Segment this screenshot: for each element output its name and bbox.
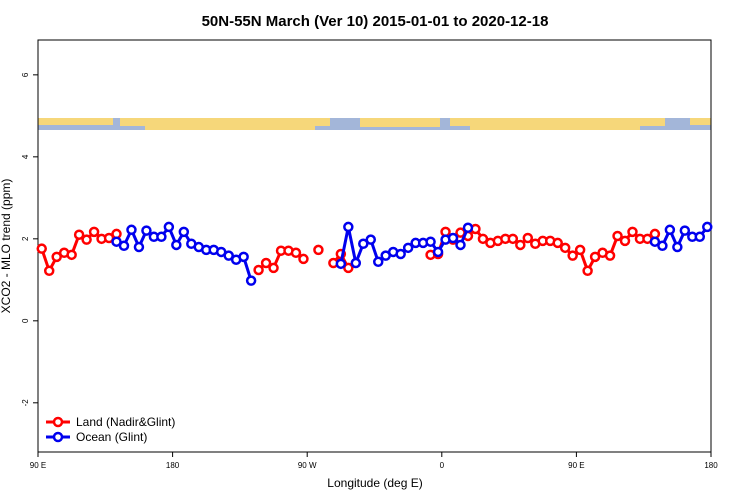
data-point: [702, 221, 713, 233]
y-axis-label: XCO2 - MLO trend (ppm): [0, 179, 13, 314]
data-point: [672, 241, 683, 253]
data-point: [260, 257, 272, 269]
land-ocean-band: [38, 118, 711, 130]
data-point: [126, 224, 137, 236]
data-point: [111, 236, 122, 247]
data-point: [694, 231, 706, 243]
data-point: [559, 242, 571, 254]
data-point: [402, 242, 414, 254]
data-point: [178, 226, 190, 238]
data-point: [432, 246, 444, 258]
data-point: [425, 236, 436, 247]
x-tick-label: 0: [440, 461, 445, 470]
data-point: [567, 250, 578, 261]
data-point: [290, 247, 302, 259]
y-tick-label: 4: [21, 154, 30, 159]
data-point: [238, 251, 249, 263]
data-point: [664, 224, 676, 236]
data-point: [118, 240, 130, 252]
data-point: [343, 221, 354, 233]
data-point: [73, 229, 85, 240]
data-point: [163, 221, 175, 233]
data-point: [81, 234, 92, 245]
data-point: [156, 231, 167, 243]
data-point: [612, 230, 623, 242]
data-point: [619, 235, 631, 247]
data-point: [582, 265, 593, 277]
data-point: [358, 238, 369, 249]
legend-label: Land (Nadir&Glint): [76, 415, 175, 429]
data-point: [552, 237, 563, 249]
data-point: [395, 248, 406, 260]
data-point: [447, 232, 459, 244]
data-point: [313, 244, 324, 256]
data-point: [141, 225, 152, 236]
data-point: [365, 234, 377, 245]
data-point: [350, 257, 362, 269]
data-point: [627, 226, 638, 238]
y-tick-label: 6: [21, 72, 30, 77]
data-point: [43, 265, 55, 277]
legend-label: Ocean (Glint): [76, 430, 147, 444]
data-point: [507, 233, 519, 245]
data-point: [253, 264, 264, 276]
y-tick-label: -2: [21, 399, 30, 407]
data-point: [649, 236, 661, 247]
data-point: [574, 244, 586, 256]
y-tick-label: 0: [21, 318, 30, 323]
data-point: [88, 226, 100, 238]
data-point: [522, 232, 534, 244]
data-point: [455, 239, 466, 251]
data-point: [462, 222, 474, 234]
data-point: [51, 251, 62, 263]
y-tick-label: 2: [21, 236, 30, 241]
chart-title: 50N-55N March (Ver 10) 2015-01-01 to 202…: [202, 13, 549, 30]
x-tick-label: 90 E: [568, 461, 584, 470]
x-tick-label: 180: [704, 461, 718, 470]
x-tick-label: 90 W: [298, 461, 317, 470]
legend-symbol: [52, 431, 64, 443]
data-point: [133, 241, 145, 253]
data-point: [268, 262, 279, 274]
data-point: [589, 251, 601, 263]
data-point: [335, 258, 347, 270]
data-point: [477, 233, 489, 245]
data-point: [66, 249, 77, 261]
data-point: [171, 239, 182, 251]
data-point: [298, 253, 309, 265]
legend-symbol: [52, 416, 64, 428]
data-point: [657, 240, 668, 252]
x-axis-label: Longitude (deg E): [327, 476, 422, 490]
data-point: [223, 250, 234, 261]
data-point: [343, 262, 354, 274]
data-point: [36, 243, 47, 254]
x-tick-label: 180: [166, 461, 180, 470]
data-point: [515, 239, 526, 251]
data-point: [372, 256, 384, 268]
data-point: [604, 250, 616, 261]
x-tick-label: 90 E: [30, 461, 46, 470]
data-point: [679, 225, 691, 236]
data-point: [245, 275, 257, 286]
